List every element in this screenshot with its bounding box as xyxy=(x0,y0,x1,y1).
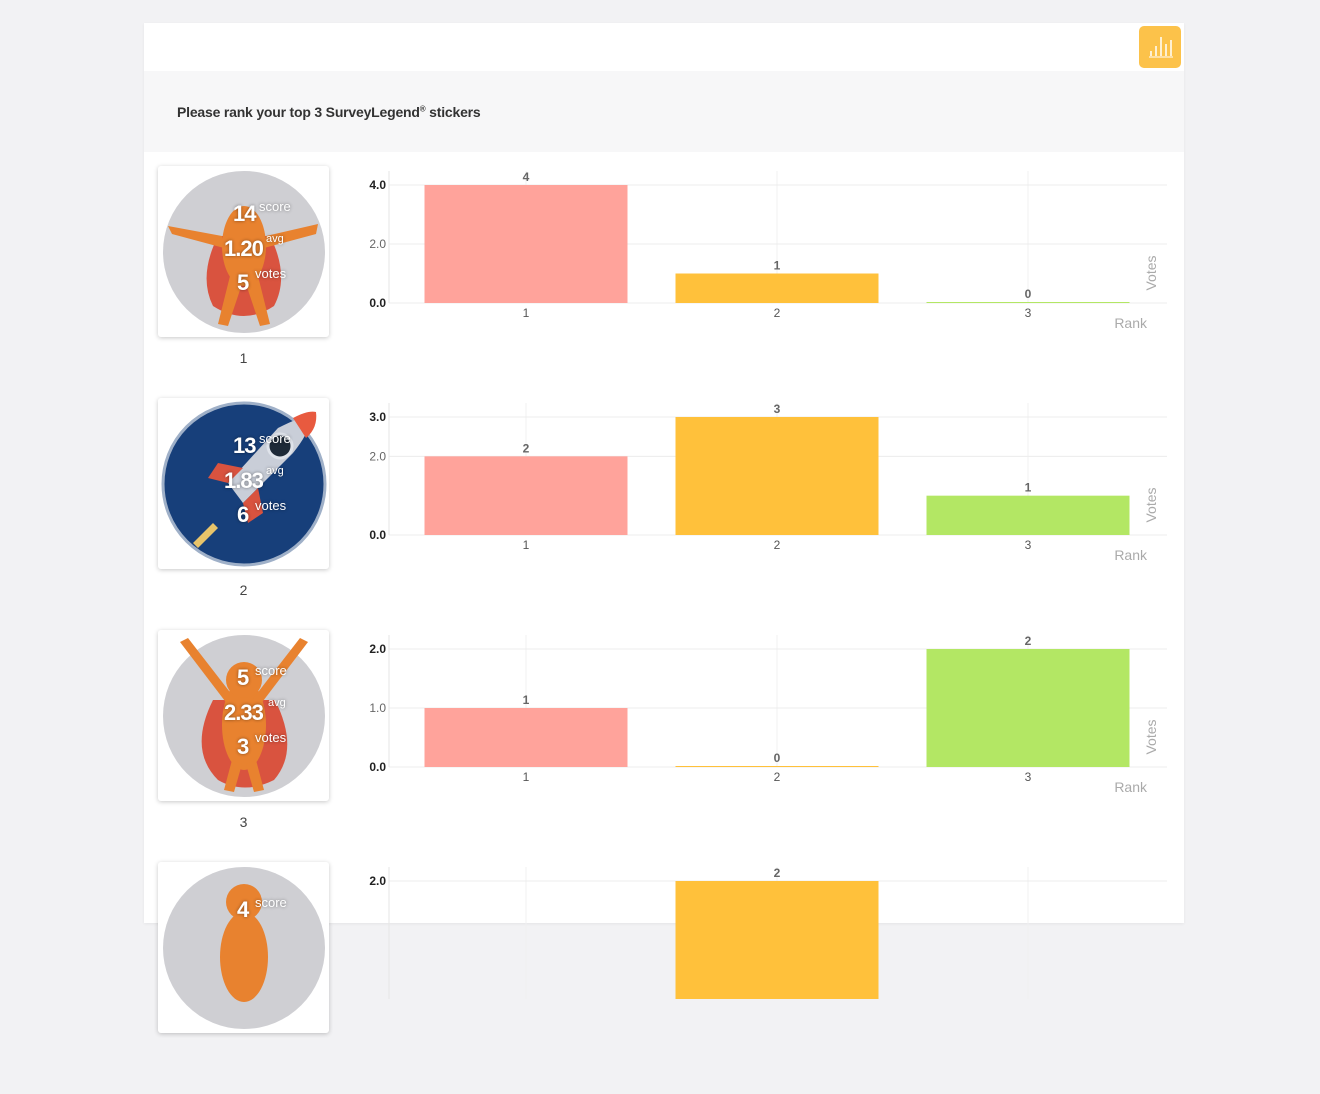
x-axis-title: Rank xyxy=(1114,779,1148,795)
sticker-card[interactable]: 14 score 1.20 avg 5 votes xyxy=(158,166,329,337)
x-tick-label: 3 xyxy=(1025,306,1032,320)
votes-value: 3 xyxy=(237,734,249,759)
bar-value-label: 0 xyxy=(1025,287,1032,301)
bar xyxy=(675,417,879,535)
sticker-card[interactable]: 13 score 1.83 avg 6 votes xyxy=(158,398,329,569)
bar xyxy=(424,456,628,535)
sticker-caption: 1 xyxy=(239,350,248,366)
question-title: Please rank your top 3 SurveyLegend® sti… xyxy=(177,104,481,120)
rank-chart: 0.0 2.0 3.0 2 1 3 2 1 3 Rank Votes xyxy=(369,403,1167,563)
avg-value: 1.20 xyxy=(224,236,264,261)
bar-value-label: 2 xyxy=(1025,635,1032,648)
question-text: Please rank your top 3 SurveyLegend xyxy=(177,103,420,120)
orange-character-icon xyxy=(163,171,325,333)
y-axis-title: Votes xyxy=(1143,487,1159,522)
bar xyxy=(926,302,1130,303)
rank-chart: 2.02 xyxy=(369,867,1167,999)
score-value: 13 xyxy=(233,433,257,458)
x-tick-label: 2 xyxy=(774,770,781,784)
x-tick-label: 2 xyxy=(774,306,781,320)
chart-view-button[interactable] xyxy=(1139,26,1181,68)
score-label: score xyxy=(259,199,291,214)
bar xyxy=(926,649,1130,767)
x-tick-label: 2 xyxy=(774,538,781,552)
x-axis-title: Rank xyxy=(1114,315,1148,331)
sticker-stats: 4 score xyxy=(158,862,329,1033)
votes-label: votes xyxy=(255,498,287,513)
y-tick-label: 0.0 xyxy=(369,760,386,774)
orange-character-icon xyxy=(163,635,325,797)
rank-chart: 0.0 2.0 4.0 4 1 1 2 0 3 Rank Votes xyxy=(369,171,1167,331)
y-tick-label: 2.0 xyxy=(369,449,386,463)
result-row: 14 score 1.20 avg 5 votes 1 0.0 2.0 4.0 4 1 1… xyxy=(144,166,1184,398)
bar-chart-icon xyxy=(1149,37,1173,58)
sticker-card[interactable]: 4 score xyxy=(158,862,329,1033)
x-tick-label: 1 xyxy=(523,770,530,784)
y-tick-label: 1.0 xyxy=(369,701,386,715)
bar xyxy=(675,273,879,303)
rocket-icon xyxy=(161,401,327,567)
y-tick-label: 2.0 xyxy=(369,237,386,251)
x-tick-label: 3 xyxy=(1025,770,1032,784)
registered-mark: ® xyxy=(419,103,426,113)
y-tick-label: 2.0 xyxy=(369,642,386,656)
score-label: score xyxy=(259,431,291,446)
bar-value-label: 2 xyxy=(523,441,530,455)
bar xyxy=(424,185,628,303)
score-value: 5 xyxy=(237,665,249,690)
avg-label: avg xyxy=(266,465,284,477)
y-tick-label: 2.0 xyxy=(369,874,386,888)
x-tick-label: 3 xyxy=(1025,538,1032,552)
score-label: score xyxy=(255,895,287,910)
question-header: Please rank your top 3 SurveyLegend® sti… xyxy=(144,71,1184,152)
bar-value-label: 0 xyxy=(774,751,781,765)
x-tick-label: 1 xyxy=(523,306,530,320)
bar-value-label: 1 xyxy=(523,693,530,707)
sticker-stats: 14 score 1.20 avg 5 votes xyxy=(158,166,329,337)
bar xyxy=(675,766,879,767)
rank-chart: 0.0 1.0 2.0 1 1 0 2 2 3 Rank Votes xyxy=(369,635,1167,795)
bar-value-label: 1 xyxy=(1025,481,1032,495)
avg-value: 2.33 xyxy=(224,700,264,725)
sticker-stats: 5 score 2.33 avg 3 votes xyxy=(158,630,329,801)
avg-value: 1.83 xyxy=(224,468,264,493)
y-axis-title: Votes xyxy=(1143,255,1159,290)
x-tick-label: 1 xyxy=(523,538,530,552)
bar-value-label: 3 xyxy=(774,403,781,416)
bar xyxy=(926,495,1130,535)
votes-label: votes xyxy=(255,730,287,745)
bar-value-label: 2 xyxy=(774,867,781,880)
result-row: 5 score 2.33 avg 3 votes 3 0.0 1.0 2.0 1 1 0 2… xyxy=(144,630,1184,862)
bar-value-label: 1 xyxy=(774,259,781,273)
x-axis-title: Rank xyxy=(1114,547,1148,563)
score-label: score xyxy=(255,663,287,678)
card-toolbar xyxy=(144,23,1184,71)
y-axis-title: Votes xyxy=(1143,719,1159,754)
bar xyxy=(424,708,628,767)
avg-label: avg xyxy=(266,233,284,245)
sticker-caption: 3 xyxy=(239,814,248,830)
y-tick-label: 4.0 xyxy=(369,178,386,192)
y-tick-label: 3.0 xyxy=(369,410,386,424)
sticker-stats: 13 score 1.83 avg 6 votes xyxy=(158,398,329,569)
votes-label: votes xyxy=(255,266,287,281)
score-value: 14 xyxy=(233,201,257,226)
votes-value: 6 xyxy=(237,502,249,527)
bar xyxy=(675,881,879,999)
result-row: 13 score 1.83 avg 6 votes 2 0.0 2.0 3.0 2 1 3… xyxy=(144,398,1184,630)
results-card: Please rank your top 3 SurveyLegend® sti… xyxy=(144,23,1184,1033)
score-value: 4 xyxy=(237,897,249,922)
question-suffix: stickers xyxy=(425,103,481,120)
votes-value: 5 xyxy=(237,270,249,295)
sticker-caption: 2 xyxy=(239,582,248,598)
sticker-card[interactable]: 5 score 2.33 avg 3 votes xyxy=(158,630,329,801)
bar-value-label: 4 xyxy=(523,171,530,184)
y-tick-label: 0.0 xyxy=(369,528,386,542)
avg-label: avg xyxy=(268,697,286,709)
y-tick-label: 0.0 xyxy=(369,296,386,310)
result-row: 4 score 2.0 2 xyxy=(144,862,1184,1094)
